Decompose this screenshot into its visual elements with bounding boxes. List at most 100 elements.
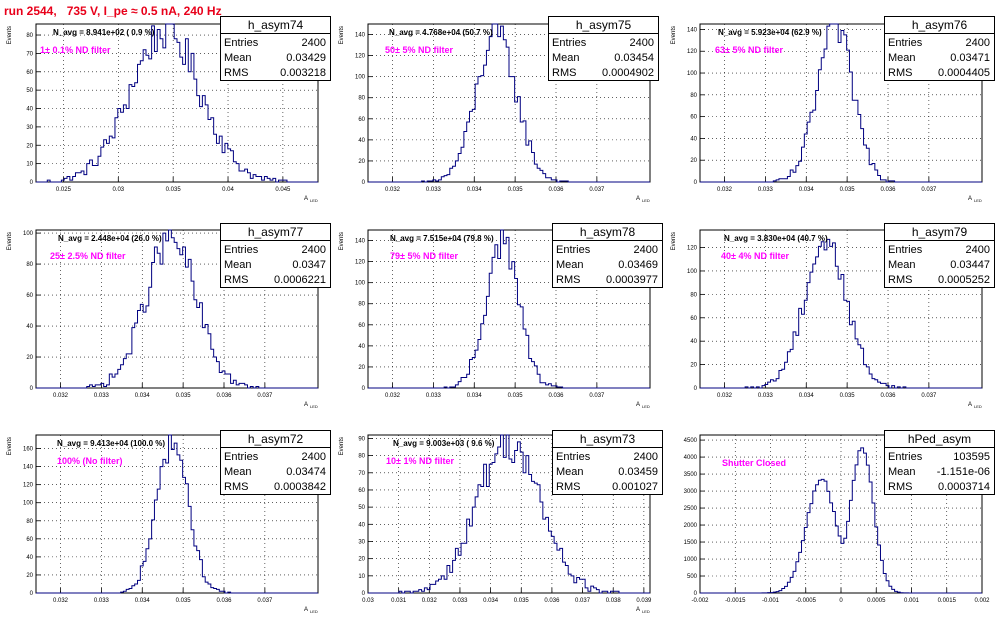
x-tick-label: 0.034 [135,598,151,604]
mean-value: 0.03429 [286,52,326,64]
y-tick-label: 60 [26,537,33,543]
y-tick-label: 0 [362,591,366,597]
y-tick-label: 80 [358,96,365,102]
histogram-panel: 0.032 0.033 0.034 0.035 0.036 0.037 0 20 40 60 80 1… [0,425,331,630]
rms-value: 0.001027 [612,481,658,493]
y-tick-label: 1500 [684,540,698,546]
y-tick-label: 120 [687,246,698,252]
x-tick-label: 0.035 [508,393,524,399]
y-tick-label: 0 [30,180,34,186]
stats-box: Entries 2400 Mean 0.03469 RMS 0.0003977 [552,240,663,288]
y-tick-label: 120 [355,260,366,266]
filter-label: 50± 5% ND filter [385,45,453,55]
x-tick-label: 0.033 [758,393,774,399]
histogram-panel: 0.032 0.033 0.034 0.035 0.036 0.037 0 20 40 60 80 1… [332,14,662,219]
x-tick-label: 0.034 [483,598,499,604]
histogram-panel: 0.032 0.033 0.034 0.035 0.036 0.037 0 20 40 60 80 1… [664,14,995,219]
rms-value: 0.0005252 [938,274,990,286]
rms-value: 0.0003842 [274,481,326,493]
x-axis-label: A [636,607,640,613]
y-tick-label: 0 [362,386,366,392]
stats-box: Entries 2400 Mean 0.0347 RMS 0.0006221 [220,240,331,288]
y-tick-label: 10 [358,574,365,580]
mean-value: 0.0347 [292,259,326,271]
rms-value: 0.003218 [280,67,326,79]
y-tick-label: 60 [358,117,365,123]
mean-label: Mean [556,259,584,271]
x-tick-label: 0.035 [166,187,182,193]
x-tick-label: 0.0015 [938,598,957,604]
mean-value: 0.03474 [286,466,326,478]
x-axis-label: A [304,607,308,613]
x-axis-label: A [636,402,640,408]
rms-value: 0.0004405 [938,67,990,79]
y-tick-label: 4000 [684,455,698,461]
y-tick-label: 80 [690,292,697,298]
x-tick-label: 0.03 [362,598,374,604]
stats-title: h_asym77 [220,223,331,241]
x-tick-label: 0.032 [422,598,438,604]
y-tick-label: 60 [26,70,33,76]
mean-value: 0.03447 [950,259,990,271]
filter-label: 40± 4% ND filter [721,251,789,261]
x-tick-label: -0.001 [762,598,780,604]
stats-title: h_asym73 [552,430,663,448]
mean-label: Mean [556,466,584,478]
x-axis-label-subscript: LED [974,198,982,203]
y-tick-label: 40 [690,136,697,142]
filter-label: 79± 5% ND filter [390,251,458,261]
x-axis-label-subscript: LED [974,404,982,409]
stats-box: Entries 2400 Mean 0.03447 RMS 0.0005252 [884,240,995,288]
x-tick-label: 0.035 [176,598,192,604]
y-tick-label: 80 [358,302,365,308]
entries-label: Entries [224,37,259,49]
y-tick-label: 80 [358,454,365,460]
y-tick-label: 0 [694,180,698,186]
x-tick-label: 0.037 [575,598,591,604]
mean-label: Mean [888,52,916,64]
y-tick-label: 40 [358,344,365,350]
stats-title: hPed_asym [884,430,995,448]
x-tick-label: 0.036 [880,187,896,193]
histogram-panel: 0.025 0.03 0.035 0.04 0.045 0 10 20 30 40 50 60 70 80… [0,14,331,219]
x-axis-label-subscript: LED [642,404,650,409]
x-axis-label-subscript: LED [310,198,318,203]
histogram-panel: -0.002 -0.0015 -0.001 -0.0005 0 0.0005 0.001 0.… [664,425,995,630]
x-tick-label: 0.033 [94,598,110,604]
mean-label: Mean [224,466,252,478]
filter-label: 63± 5% ND filter [715,45,783,55]
y-tick-label: 100 [687,269,698,275]
stats-box: Entries 103595 Mean -1.151e-06 RMS 0.000371… [884,447,995,495]
stats-title: h_asym75 [548,16,659,34]
y-tick-label: 100 [355,75,366,81]
navg-label: N_avg = 7.515e+04 (79.8 %) [390,234,494,243]
y-axis-label: Events [671,232,677,250]
stats-title: h_asym76 [884,16,995,34]
histogram-line [368,23,650,183]
y-tick-label: 60 [358,323,365,329]
mean-label: Mean [224,259,252,271]
x-tick-label: 0.034 [799,187,815,193]
entries-value: 2400 [629,37,654,49]
entries-value: 2400 [301,37,326,49]
mean-label: Mean [888,259,916,271]
y-tick-label: 1000 [684,557,698,563]
y-tick-label: 3500 [684,472,698,478]
mean-label: Mean [888,466,916,478]
x-tick-label: 0.033 [426,393,442,399]
x-axis-label-subscript: LED [642,198,650,203]
x-tick-label: 0.038 [606,598,622,604]
x-tick-label: 0 [839,598,843,604]
y-tick-label: 20 [690,158,697,164]
y-tick-label: 140 [23,465,34,471]
y-tick-label: 20 [358,557,365,563]
navg-label: N_avg = 9.003e+03 ( 9.6 %) [393,439,495,448]
rms-value: 0.0004902 [602,67,654,79]
histogram-panel: 0.032 0.033 0.034 0.035 0.036 0.037 0 20 40 60 80 1… [0,220,331,425]
x-tick-label: 0.039 [636,598,652,604]
x-tick-label: 0.037 [589,187,605,193]
y-axis-label: Events [671,26,677,44]
histogram-panel: 0.03 0.031 0.032 0.033 0.034 0.035 0.036 0.037 0… [332,425,663,630]
y-tick-label: 40 [358,522,365,528]
y-axis-label: Events [7,232,13,250]
